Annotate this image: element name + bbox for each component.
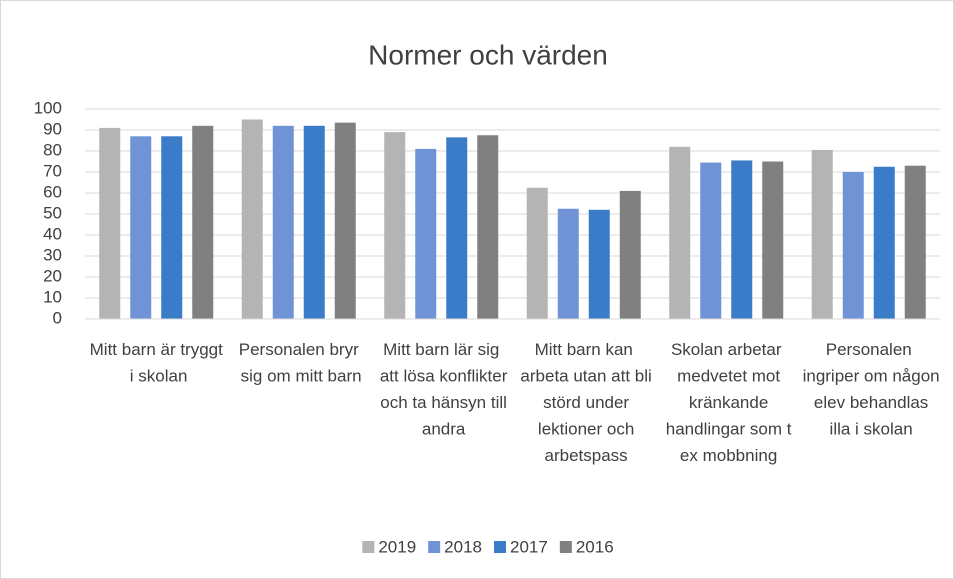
y-tick-label: 60 bbox=[43, 182, 62, 201]
x-tick-label: Personalen ingriper om någon elev behand… bbox=[798, 340, 940, 439]
bar bbox=[477, 135, 499, 319]
legend: 2019 2018 2017 2016 bbox=[362, 537, 614, 556]
bar bbox=[446, 137, 468, 319]
y-tick-label: 10 bbox=[43, 287, 62, 306]
x-tick-label: Mitt barn är tryggt i skolan bbox=[90, 340, 223, 386]
legend-label: 2016 bbox=[576, 537, 614, 556]
legend-swatch bbox=[362, 541, 375, 553]
x-tick-label: Mitt barn kan arbeta utan att bli störd … bbox=[516, 340, 652, 465]
bar bbox=[161, 136, 183, 319]
bar bbox=[873, 166, 895, 319]
x-tick-label: Personalen bryr sig om mitt barn bbox=[236, 340, 362, 386]
bar bbox=[588, 209, 610, 319]
bar bbox=[384, 132, 406, 319]
y-tick-label: 100 bbox=[34, 98, 62, 117]
bar bbox=[334, 122, 356, 320]
bar bbox=[99, 127, 121, 320]
bar bbox=[415, 148, 437, 319]
chart-title: Normer och värden bbox=[368, 39, 608, 70]
bar bbox=[303, 125, 325, 319]
legend-swatch bbox=[559, 541, 572, 553]
bar bbox=[700, 162, 722, 319]
bar bbox=[272, 125, 294, 319]
bar bbox=[811, 149, 833, 319]
y-tick-label: 50 bbox=[43, 203, 62, 222]
bar bbox=[130, 136, 152, 319]
bar bbox=[192, 125, 214, 319]
y-tick-label: 70 bbox=[43, 161, 62, 180]
bar bbox=[904, 165, 926, 319]
y-tick-label: 20 bbox=[43, 266, 62, 285]
y-tick-label: 40 bbox=[43, 224, 62, 243]
bar bbox=[619, 190, 641, 319]
bar bbox=[762, 161, 784, 319]
bar bbox=[526, 187, 548, 319]
legend-swatch bbox=[428, 541, 441, 553]
bar bbox=[731, 160, 753, 319]
bar bbox=[241, 119, 263, 319]
y-tick-label: 90 bbox=[43, 119, 62, 138]
bar bbox=[669, 146, 691, 319]
bar bbox=[842, 172, 864, 319]
bar bbox=[557, 208, 579, 319]
y-tick-label: 80 bbox=[43, 140, 62, 159]
legend-label: 2017 bbox=[510, 537, 548, 556]
x-tick-label: Skolan arbetar medvetet mot kränkande ha… bbox=[661, 340, 792, 465]
legend-label: 2019 bbox=[378, 537, 416, 556]
y-tick-label: 30 bbox=[43, 245, 62, 264]
y-tick-label: 0 bbox=[53, 308, 62, 327]
x-tick-label: Mitt barn lär sig att lösa konflikter oc… bbox=[375, 340, 508, 439]
legend-label: 2018 bbox=[444, 537, 482, 556]
legend-swatch bbox=[494, 541, 506, 553]
